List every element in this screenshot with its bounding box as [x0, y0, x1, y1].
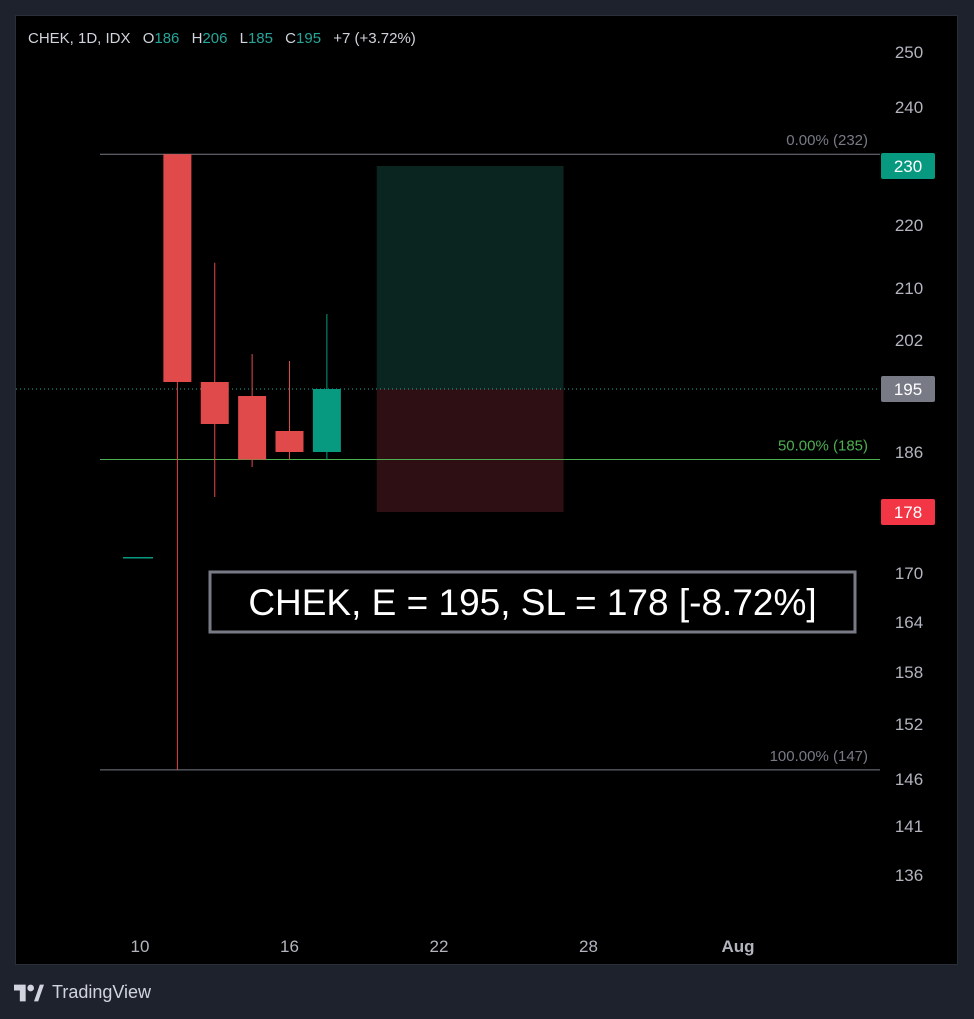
brand-name: TradingView — [52, 982, 152, 1002]
fib-level-label: 0.00% (232) — [786, 132, 868, 149]
trade-annotation-box[interactable] — [208, 570, 857, 634]
y-axis-tick-label: 152 — [895, 715, 923, 734]
price-badge-label: 195 — [894, 380, 922, 399]
y-axis-tick-label: 240 — [895, 98, 923, 117]
price-badge-label: 230 — [894, 157, 922, 176]
close-value: 195 — [296, 30, 322, 47]
position-profit-zone[interactable] — [376, 166, 564, 389]
candle-body[interactable] — [275, 431, 304, 452]
y-axis-tick-label: 210 — [895, 279, 923, 298]
open-value: 186 — [154, 30, 180, 47]
y-axis-tick-label: 250 — [895, 43, 923, 62]
open-label: O — [142, 30, 155, 47]
fib-level-label: 100.00% (147) — [770, 748, 868, 765]
candle-body[interactable] — [200, 382, 229, 424]
symbol-header: CHEK, 1D, IDX O186 H206 L185 C195 +7 (+3… — [28, 30, 416, 47]
price-badge — [881, 153, 935, 179]
y-axis-tick-label: 170 — [895, 564, 923, 583]
y-axis-tick-label: 186 — [895, 443, 923, 462]
y-axis-tick-label: 164 — [895, 613, 923, 632]
chart-canvas[interactable]: 0.00% (232) 50.00% (185) 100.00% (147) 250 2… — [16, 16, 957, 964]
close-label: C — [285, 30, 297, 47]
price-badge — [881, 499, 935, 525]
x-axis-tick-label: 16 — [280, 937, 299, 956]
change-value: +7 (+3.72%) — [333, 30, 416, 47]
x-axis-tick-label: 28 — [579, 937, 598, 956]
tradingview-brand[interactable]: TradingView — [14, 982, 151, 1003]
y-axis-tick-label: 202 — [895, 331, 923, 350]
y-axis-tick-label: 136 — [895, 866, 923, 885]
price-badge-label: 178 — [894, 503, 922, 522]
high-value: 206 — [202, 30, 228, 47]
position-loss-zone[interactable] — [376, 389, 564, 512]
x-axis-tick-label: Aug — [721, 937, 754, 956]
chart-frame[interactable]: 0.00% (232) 50.00% (185) 100.00% (147) 250 2… — [15, 15, 958, 965]
candle-body[interactable] — [238, 396, 267, 460]
high-label: H — [191, 30, 203, 47]
y-axis-tick-label: 220 — [895, 216, 923, 235]
y-axis-tick-label: 158 — [895, 663, 923, 682]
low-label: L — [239, 30, 248, 47]
candle-body[interactable] — [163, 154, 192, 382]
y-axis-tick-label: 146 — [895, 770, 923, 789]
x-axis-tick-label: 22 — [430, 937, 449, 956]
price-badge — [881, 376, 935, 402]
fib-level-label: 50.00% (185) — [778, 438, 868, 455]
candle-body[interactable] — [312, 389, 341, 452]
x-axis-tick-label: 10 — [131, 937, 150, 956]
y-axis-tick-label: 141 — [895, 817, 923, 836]
symbol-info: CHEK, 1D, IDX — [28, 30, 131, 47]
low-value: 185 — [247, 30, 273, 47]
tradingview-logo-icon — [14, 984, 44, 1001]
trade-annotation-text: CHEK, E = 195, SL = 178 [-8.72%] — [248, 582, 816, 623]
